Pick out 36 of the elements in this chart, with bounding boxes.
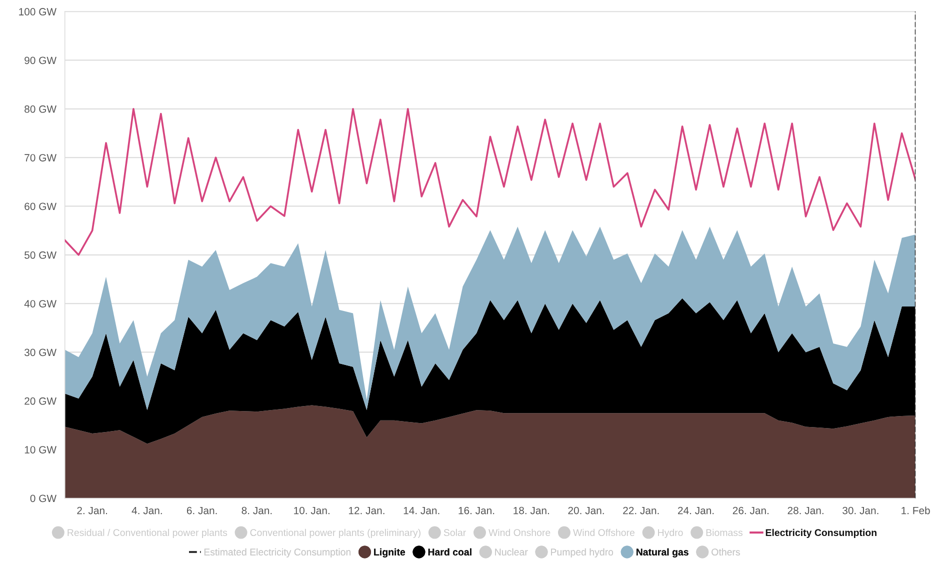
y-tick-label: 10 GW [24,446,56,454]
x-tick-label: 20. Jan. [568,506,604,514]
y-tick-label: 50 GW [24,251,56,259]
x-tick-label: 14. Jan. [404,506,440,514]
x-tick-label: 4. Jan. [132,506,162,514]
x-tick-label: 28. Jan. [788,506,824,514]
x-tick-label: 18. Jan. [514,506,549,514]
x-tick-label: 10. Jan. [294,506,330,514]
y-tick-label: 40 GW [24,300,56,308]
y-tick-label: 80 GW [24,105,56,113]
legend-label: Natural gas [636,548,688,558]
legend-label: Hard coal [428,548,472,556]
y-tick-label: 70 GW [24,154,56,162]
x-tick-label: 12. Jan. [348,506,384,514]
x-tick-label: 22. Jan. [623,506,659,514]
y-tick-label: 30 GW [24,348,56,356]
legend-label: Nuclear [495,548,528,556]
y-tick-label: 20 GW [24,397,56,405]
x-tick-label: 2. Jan. [77,506,107,514]
y-tick-label: 60 GW [24,202,56,210]
x-tick-label: 16. Jan. [458,506,494,514]
x-tick-label: 26. Jan. [732,506,768,514]
x-tick-label: 8. Jan. [242,506,272,514]
legend-label: Lignite [374,548,406,558]
y-tick-label: 0 GW [30,494,56,502]
x-tick-label: 1. Feb [902,506,930,514]
y-tick-label: 100 GW [19,8,56,16]
legend-label: Pumped hydro [551,548,614,558]
x-tick-label: 24. Jan. [678,506,714,514]
line-series [64,108,916,256]
legend-label: Others [712,548,740,556]
y-tick-label: 90 GW [24,56,56,64]
legend-label: Electricity Consumption [766,528,876,538]
x-tick-label: 30. Jan. [842,506,878,514]
legend-label: Estimated Electricity Consumption [204,548,351,558]
x-tick-label: 6. Jan. [186,506,217,514]
